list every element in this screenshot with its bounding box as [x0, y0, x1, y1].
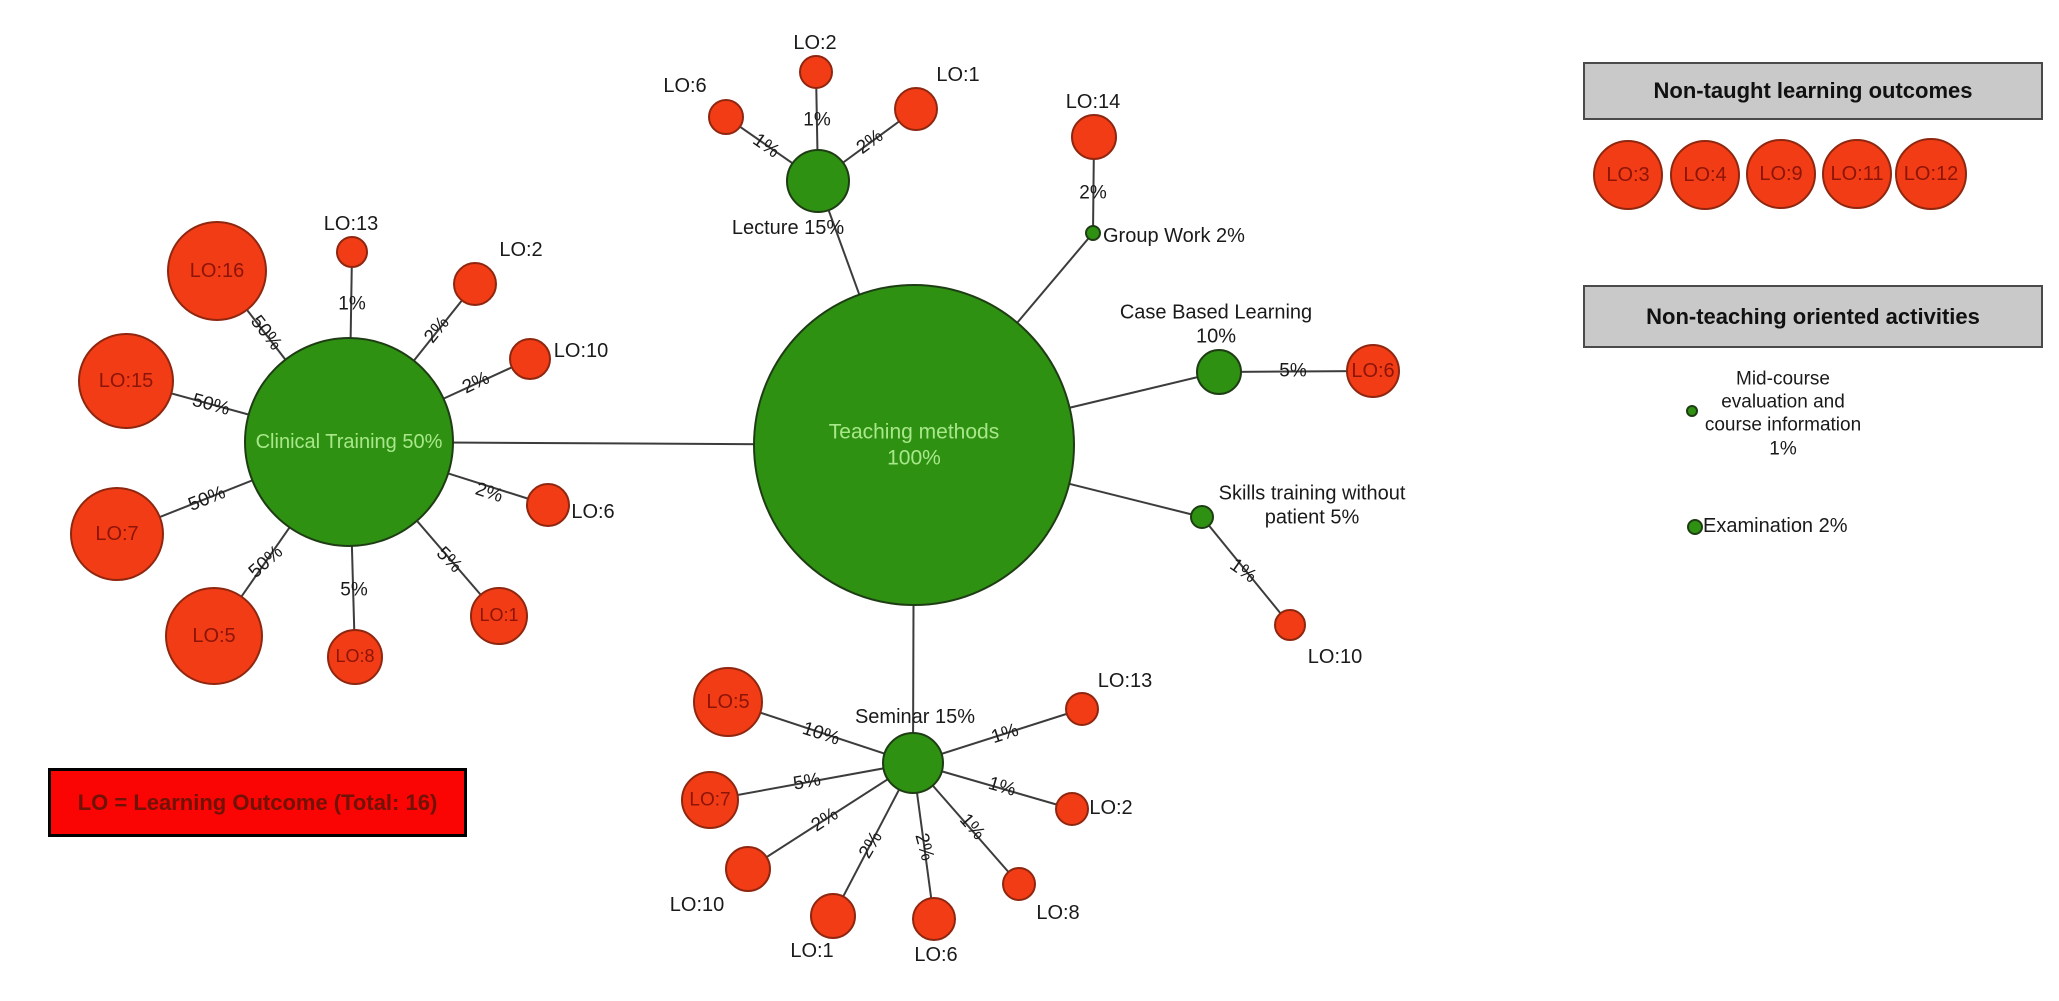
label-lecture-lo2: LO:2	[793, 31, 837, 54]
node-nt3	[1593, 140, 1663, 210]
node-lo10s	[725, 846, 771, 892]
pct-groupwork-lo14: 2%	[1079, 182, 1107, 204]
pct-seminar-lo7: 5%	[791, 769, 823, 795]
node-gw_dot	[1085, 225, 1101, 241]
label-mid-course-evaluation: Mid-course evaluation and course informa…	[1704, 368, 1862, 460]
pct-cbl-lo6: 5%	[1279, 360, 1307, 382]
node-nt4	[1670, 140, 1740, 210]
label-inside-nt12: LO:12	[1903, 162, 1959, 185]
node-lo8c	[327, 629, 383, 685]
node-nt11	[1822, 139, 1892, 209]
label-inside-lo5c: LO:5	[192, 624, 236, 647]
node-lo1s	[810, 893, 856, 939]
node-lo2c	[453, 262, 497, 306]
node-lo10c	[509, 338, 551, 380]
activities-header-label: Non-teaching oriented activities	[1646, 303, 1980, 329]
label-lecture-lo1: LO:1	[936, 63, 980, 86]
node-lo7s	[681, 771, 739, 829]
node-lo6s	[912, 897, 956, 941]
edge-skills_dot-lo10sk	[1201, 516, 1291, 626]
label-lo14: LO:14	[1065, 90, 1121, 113]
node-lo15	[78, 333, 174, 429]
node-lo1l	[894, 87, 938, 131]
label-inside-lo7s: LO:7	[689, 789, 731, 811]
node-lecture	[786, 149, 850, 213]
label-skills-lo10: LO:10	[1307, 645, 1363, 668]
label-inside-nt9: LO:9	[1759, 162, 1803, 185]
non-taught-learning-outcomes-header: Non-taught learning outcomes	[1583, 62, 2043, 120]
pct-lecture-lo2: 1%	[803, 109, 831, 131]
node-lo13c	[336, 236, 368, 268]
label-inside-lo1c: LO:1	[479, 605, 519, 626]
node-mid_dot	[1686, 405, 1698, 417]
node-nt12	[1895, 138, 1967, 210]
label-inside-lo5s: LO:5	[706, 690, 750, 713]
node-lo5c	[165, 587, 263, 685]
label-seminar: Seminar 15%	[854, 705, 976, 728]
label-lecture-lo6: LO:6	[663, 74, 707, 97]
label-inside-nt4: LO:4	[1683, 163, 1727, 186]
label-inside-lo7c: LO:7	[95, 522, 139, 545]
node-exam_dot	[1687, 519, 1703, 535]
label-inside-lo16: LO:16	[189, 259, 245, 282]
label-inside-clinical: Clinical Training 50%	[255, 430, 443, 453]
label-inside-lo15: LO:15	[98, 369, 154, 392]
label-group-work: Group Work 2%	[1103, 224, 1245, 247]
node-teaching	[753, 284, 1075, 606]
label-seminar-lo10: LO:10	[669, 893, 725, 916]
node-lo6c	[526, 483, 570, 527]
node-lo13s	[1065, 692, 1099, 726]
label-inside-lo6cb: LO:6	[1351, 359, 1395, 382]
label-clinical-lo2: LO:2	[499, 238, 543, 261]
node-lo14	[1071, 114, 1117, 160]
edge-seminar-lo7s	[709, 762, 914, 801]
non-taught-header-label: Non-taught learning outcomes	[1653, 78, 1973, 103]
node-clinical	[244, 337, 454, 547]
node-cbl	[1196, 349, 1242, 395]
node-lo5s	[693, 667, 763, 737]
node-lo8s	[1002, 867, 1036, 901]
label-inside-nt11: LO:11	[1830, 162, 1884, 185]
node-lo2l	[799, 55, 833, 89]
node-nt9	[1746, 139, 1816, 209]
label-seminar-lo1: LO:1	[790, 939, 834, 962]
label-inside-nt3: LO:3	[1606, 163, 1650, 186]
non-teaching-oriented-activities-header: Non-teaching oriented activities	[1583, 285, 2043, 348]
label-skills-training: Skills training without patient 5%	[1218, 482, 1406, 529]
node-skills_dot	[1190, 505, 1214, 529]
legend-label: LO = Learning Outcome (Total: 16)	[77, 789, 438, 815]
label-lecture: Lecture 15%	[731, 216, 845, 239]
label-examination: Examination 2%	[1703, 514, 1848, 537]
label-inside-lo8c: LO:8	[335, 646, 375, 667]
node-lo7c	[70, 487, 164, 581]
legend-box: LO = Learning Outcome (Total: 16)	[48, 768, 467, 837]
label-clinical-lo13: LO:13	[323, 212, 379, 235]
label-clinical-lo6: LO:6	[571, 500, 615, 523]
pct-clinical-lo8: 5%	[340, 579, 368, 601]
label-clinical-lo10: LO:10	[553, 339, 609, 362]
node-lo2s	[1055, 792, 1089, 826]
pct-clinical-lo13: 1%	[338, 293, 366, 315]
label-seminar-lo6: LO:6	[914, 943, 958, 966]
edge-seminar-lo10s	[747, 762, 914, 870]
node-lo10sk	[1274, 609, 1306, 641]
label-seminar-lo2: LO:2	[1089, 796, 1133, 819]
node-seminar	[882, 732, 944, 794]
node-lo1c	[470, 587, 528, 645]
node-lo6l	[708, 99, 744, 135]
label-case-based-learning: Case Based Learning 10%	[1119, 301, 1313, 348]
label-inside-teaching: Teaching methods 100%	[828, 420, 1000, 469]
label-seminar-lo13: LO:13	[1097, 669, 1153, 692]
node-lo16	[167, 221, 267, 321]
node-lo6cb	[1346, 344, 1400, 398]
label-seminar-lo8: LO:8	[1036, 901, 1080, 924]
